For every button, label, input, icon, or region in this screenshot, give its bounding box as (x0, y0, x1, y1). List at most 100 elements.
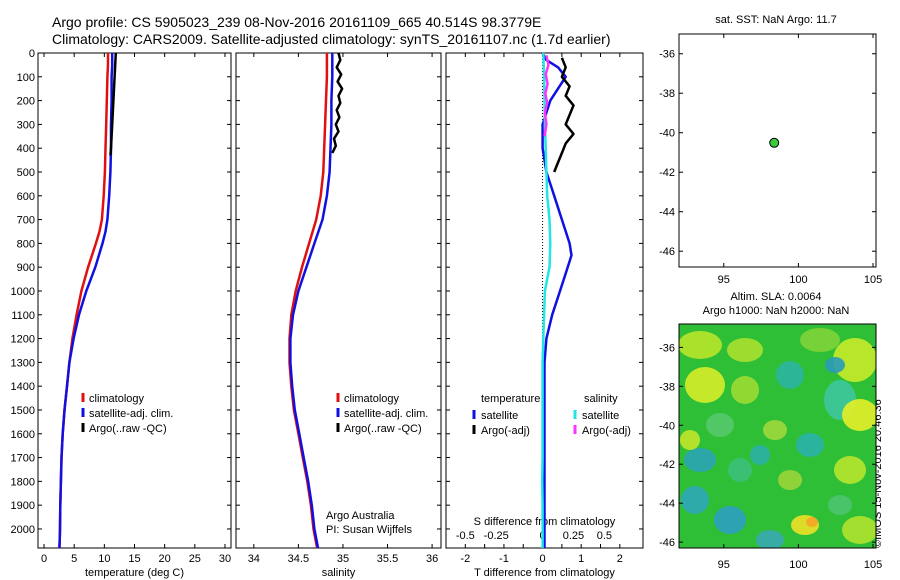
depth-tick-label: 100 (17, 72, 35, 84)
secondary-tick-label: -0.25 (484, 530, 509, 542)
x-tick-label: 35 (337, 553, 349, 565)
sla-cell (778, 470, 802, 490)
x-tick-label: 0 (540, 553, 546, 565)
legend-entry: Argo(-adj) (481, 425, 530, 437)
series-line (331, 52, 344, 154)
lat-tick-label: -46 (659, 537, 675, 549)
x-tick-label: 36 (426, 553, 438, 565)
sla-cell (842, 516, 876, 544)
depth-tick-label: 1000 (11, 286, 35, 298)
location-map-title: sat. SST: NaN Argo: 11.7 (715, 14, 837, 26)
series-line (289, 53, 334, 549)
sla-cell (834, 456, 866, 484)
secondary-tick-label: 0.25 (563, 530, 584, 542)
sla-cell (679, 331, 722, 359)
sla-cell (776, 361, 804, 389)
lat-tick-label: -36 (659, 49, 675, 61)
legend-entry: climatology (89, 393, 145, 405)
depth-tick-label: 500 (17, 167, 35, 179)
sla-cell (750, 445, 770, 465)
sla-cell (825, 357, 845, 373)
depth-tick-label: 300 (17, 119, 35, 131)
x-tick-label: 15 (128, 553, 140, 565)
sla-cell (714, 506, 746, 534)
series-line (543, 55, 550, 137)
x-tick-label: 25 (189, 553, 201, 565)
sla-map-frame-group: -36 -38 -40 -42 -44 -46 95 100 105 (659, 323, 882, 571)
lat-tick-label: -44 (659, 498, 675, 510)
lat-tick-label: -36 (659, 342, 675, 354)
x-tick-label: 1 (578, 553, 584, 565)
depth-tick-label: 1400 (11, 381, 35, 393)
sla-map-title-line2: Argo h1000: NaN h2000: NaN (702, 305, 850, 317)
depth-tick-label: 400 (17, 143, 35, 155)
legend-entry: satellite-adj. clim. (344, 408, 428, 420)
sla-cell (833, 338, 876, 382)
lat-tick-label: -40 (659, 128, 675, 140)
secondary-tick-label: 0.5 (597, 530, 612, 542)
depth-tick-label: 200 (17, 96, 35, 108)
depth-tick-label: 700 (17, 215, 35, 227)
sla-cell (842, 399, 876, 431)
sla-cell (796, 433, 824, 457)
lat-tick-label: -42 (659, 167, 675, 179)
lat-tick-label: -44 (659, 207, 675, 219)
x-tick-label: -1 (499, 553, 509, 565)
lon-tick-label: 100 (789, 274, 807, 286)
lat-tick-label: -46 (659, 246, 675, 258)
x-tick-label: 34.5 (288, 553, 309, 565)
legend-entry: Argo(-adj) (582, 425, 631, 437)
sla-cell (731, 376, 759, 404)
lon-tick-label: 95 (718, 559, 730, 571)
lon-tick-label: 95 (718, 274, 730, 286)
figure-title-line1: Argo profile: CS 5905023_239 08-Nov-2016… (52, 14, 542, 30)
sla-cell (800, 328, 840, 352)
legend-entry: satellite (582, 410, 619, 422)
temperature-profile-frame (37, 52, 232, 549)
lon-tick-label: 100 (789, 559, 807, 571)
sla-cell (681, 486, 709, 514)
legend-group-title: salinity (584, 393, 618, 405)
sla-heatmap (679, 324, 876, 548)
depth-tick-label: 900 (17, 262, 35, 274)
sla-cell (756, 530, 784, 548)
x-tick-label: 34 (248, 553, 260, 565)
legend-entry: climatology (344, 393, 400, 405)
x-tick-label: 20 (159, 553, 171, 565)
legend-entry: Argo(..raw -QC) (89, 423, 167, 435)
sla-cell (728, 458, 752, 482)
salinity-profile-xlabel: salinity (322, 567, 356, 579)
sla-cell (680, 430, 700, 450)
sla-map-frame (678, 323, 877, 549)
x-tick-label: -2 (460, 553, 470, 565)
depth-tick-label: 600 (17, 191, 35, 203)
lat-tick-label: -42 (659, 459, 675, 471)
annotation-text: PI: Susan Wijffels (326, 524, 412, 536)
x-tick-label: 5 (71, 553, 77, 565)
lat-tick-label: -38 (659, 88, 675, 100)
lon-tick-label: 105 (864, 274, 882, 286)
salinity-profile-panel: 34 34.5 35 35.5 36 salinity climatology satelli… (235, 52, 442, 579)
annotation-text: Argo Australia (326, 510, 395, 522)
depth-tick-label: 2000 (11, 524, 35, 536)
series-line (109, 52, 118, 156)
depth-tick-label: 1100 (11, 310, 35, 322)
sla-cell (763, 420, 787, 440)
depth-tick-label: 1300 (11, 357, 35, 369)
sla-cell (684, 448, 716, 472)
location-map-panel: -36 -38 -40 -42 -44 -46 95 100 105 (659, 33, 882, 286)
salinity-profile-frame (235, 52, 442, 549)
legend-entry: satellite (481, 410, 518, 422)
secondary-tick-label: -0.5 (456, 530, 475, 542)
argo-position-marker (769, 137, 780, 148)
depth-tick-label: 1700 (11, 453, 35, 465)
temperature-profile-xlabel: temperature (deg C) (85, 567, 184, 579)
temperature-profile-panel: 0100200300400500600700800900100011001200… (11, 48, 232, 579)
depth-tick-label: 1500 (11, 405, 35, 417)
figure-title-line2: Climatology: CARS2009. Satellite-adjuste… (52, 31, 611, 47)
difference-profile-xlabel: T difference from climatology (474, 567, 615, 579)
depth-tick-label: 1900 (11, 500, 35, 512)
sla-cell (706, 413, 734, 437)
